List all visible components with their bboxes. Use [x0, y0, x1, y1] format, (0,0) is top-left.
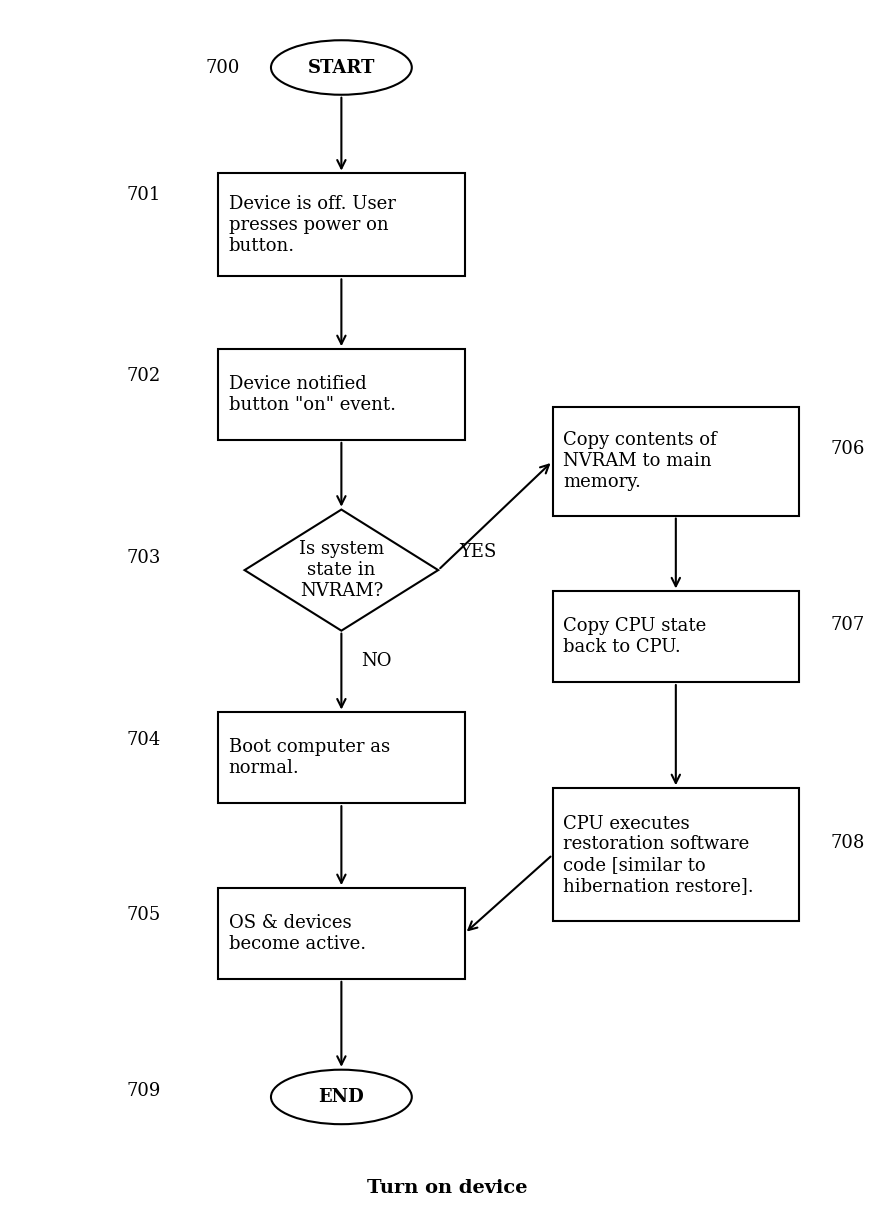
Text: 704: 704 — [126, 730, 161, 748]
Text: 705: 705 — [126, 906, 161, 925]
Text: START: START — [308, 59, 375, 76]
Text: 700: 700 — [206, 59, 240, 76]
Text: Is system
state in
NVRAM?: Is system state in NVRAM? — [299, 540, 384, 600]
Text: Copy contents of
NVRAM to main
memory.: Copy contents of NVRAM to main memory. — [563, 431, 717, 491]
Text: YES: YES — [460, 543, 496, 561]
Text: Boot computer as
normal.: Boot computer as normal. — [229, 739, 390, 777]
Text: NO: NO — [361, 652, 392, 670]
Text: OS & devices
become active.: OS & devices become active. — [229, 914, 366, 953]
Text: Turn on device: Turn on device — [367, 1178, 527, 1197]
Text: 709: 709 — [126, 1082, 161, 1100]
Text: END: END — [318, 1088, 364, 1106]
Text: 708: 708 — [831, 833, 864, 851]
Text: 701: 701 — [126, 186, 161, 203]
Text: 702: 702 — [126, 368, 161, 386]
Text: Device is off. User
presses power on
button.: Device is off. User presses power on but… — [229, 195, 396, 255]
Text: CPU executes
restoration software
code [similar to
hibernation restore].: CPU executes restoration software code [… — [563, 815, 754, 895]
Text: 707: 707 — [831, 616, 864, 633]
Text: Device notified
button "on" event.: Device notified button "on" event. — [229, 375, 396, 414]
Text: 706: 706 — [831, 440, 864, 458]
Text: 703: 703 — [126, 549, 161, 567]
Text: Copy CPU state
back to CPU.: Copy CPU state back to CPU. — [563, 617, 706, 657]
